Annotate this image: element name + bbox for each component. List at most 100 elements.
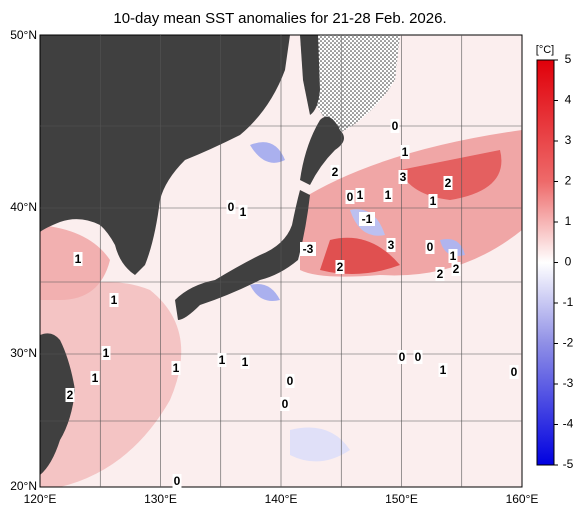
cool-area — [440, 239, 465, 256]
contour-label-bg — [390, 119, 400, 133]
cool-area — [250, 284, 280, 301]
contour-label: 2 — [337, 260, 344, 274]
land — [175, 190, 310, 320]
contour-label-bg — [425, 240, 435, 254]
contour-label: 1 — [385, 188, 392, 202]
contour-label-bg — [413, 350, 423, 364]
contour-label: 0 — [392, 119, 399, 133]
contour-label: 2 — [67, 388, 74, 402]
colorbar-label: 2 — [565, 174, 572, 188]
lon-label: 140°E — [265, 492, 298, 506]
colorbar-label: -2 — [563, 336, 574, 350]
contour-label-bg — [438, 363, 448, 377]
warm-area — [400, 150, 502, 200]
contour-label-bg — [398, 170, 408, 184]
lat-label: 30°N — [10, 346, 37, 360]
colorbar — [536, 59, 555, 466]
contour-label-bg — [359, 212, 375, 226]
map-title: 10-day mean SST anomalies for 21-28 Feb.… — [113, 10, 446, 27]
colorbar-label: 5 — [565, 52, 572, 66]
contour-label: 0 — [427, 240, 434, 254]
contour-label: -1 — [362, 212, 373, 226]
contour-label-bg — [443, 176, 453, 190]
lon-label: 130°E — [144, 492, 177, 506]
lon-label: 150°E — [385, 492, 418, 506]
lat-label: 50°N — [10, 28, 37, 42]
contour-label: 1 — [103, 346, 110, 360]
colorbar-label: 0 — [565, 255, 572, 269]
cool-area — [290, 427, 350, 462]
contour-label: 1 — [242, 355, 249, 369]
contour-label: 1 — [450, 249, 457, 263]
contour-label-bg — [509, 365, 519, 379]
contour-label: 1 — [357, 188, 364, 202]
contour-label-bg — [397, 350, 407, 364]
contour-label: 1 — [430, 194, 437, 208]
contour-label-bg — [285, 374, 295, 388]
contour-label-bg — [240, 355, 250, 369]
land — [40, 35, 290, 275]
cool-area — [250, 142, 285, 163]
colorbar-label: 3 — [565, 133, 572, 147]
colorbar-label: -5 — [563, 457, 574, 471]
colorbar-label: -4 — [563, 417, 574, 431]
lon-label: 120°E — [24, 492, 57, 506]
contour-label-bg — [383, 188, 393, 202]
contour-label-bg — [335, 260, 345, 274]
contour-label-bg — [451, 262, 461, 276]
contour-label: 0 — [174, 474, 181, 488]
contour-label: 0 — [399, 350, 406, 364]
colorbar-label: -3 — [563, 376, 574, 390]
colorbar-label: 4 — [565, 93, 572, 107]
contour-label: 0 — [415, 350, 422, 364]
contour-label: 2 — [332, 165, 339, 179]
contour-label: 0 — [347, 190, 354, 204]
contour-label: 1 — [75, 252, 82, 266]
contour-label-bg — [217, 353, 227, 367]
contour-label-bg — [65, 388, 75, 402]
contour-label-bg — [280, 397, 290, 411]
contour-label-bg — [355, 188, 365, 202]
contour-label: 1 — [219, 353, 226, 367]
sea-ice — [300, 35, 400, 135]
lat-label: 20°N — [10, 479, 37, 493]
contour-label-bg — [172, 474, 182, 488]
contour-label: -3 — [303, 242, 314, 256]
contour-label-bg — [300, 242, 316, 256]
contour-label: 0 — [287, 374, 294, 388]
land — [300, 35, 320, 115]
contour-label-bg — [400, 145, 410, 159]
contour-label: 3 — [388, 238, 395, 252]
contour-label-bg — [73, 252, 83, 266]
contour-label-bg — [448, 249, 458, 263]
lon-label: 160°E — [506, 492, 539, 506]
contour-label: 1 — [173, 361, 180, 375]
land — [40, 333, 75, 475]
contour-label-bg — [226, 200, 236, 214]
contour-label: 1 — [111, 293, 118, 307]
contour-label-bg — [386, 238, 396, 252]
contour-label-bg — [435, 267, 445, 281]
colorbar-label: 1 — [565, 214, 572, 228]
contour-label: 2 — [453, 262, 460, 276]
contour-label-bg — [109, 293, 119, 307]
contour-label: 2 — [445, 176, 452, 190]
contour-label: 2 — [437, 267, 444, 281]
contour-label: 1 — [240, 205, 247, 219]
contour-label: 0 — [511, 365, 518, 379]
colorbar-unit: [°C] — [536, 44, 554, 56]
contour-label: 1 — [92, 371, 99, 385]
contour-label-bg — [345, 190, 355, 204]
contour-label-bg — [101, 346, 111, 360]
warm-area — [40, 282, 182, 487]
contour-label-bg — [238, 205, 248, 219]
contour-label-bg — [90, 371, 100, 385]
colorbar-label: -1 — [563, 295, 574, 309]
contour-label: 1 — [440, 363, 447, 377]
contour-label-bg — [428, 194, 438, 208]
contour-label: 0 — [228, 200, 235, 214]
contour-label: 1 — [402, 145, 409, 159]
lat-label: 40°N — [10, 200, 37, 214]
contour-label: 3 — [400, 170, 407, 184]
